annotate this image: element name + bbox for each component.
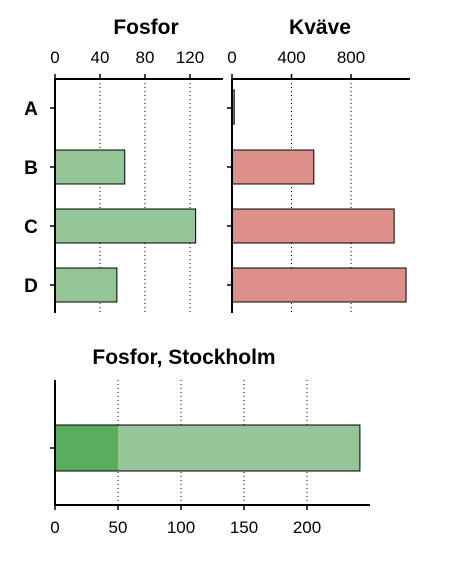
category-label-c: C	[24, 217, 38, 238]
stockholm-tick-label: 50	[109, 518, 128, 537]
kvave-tick-label: 400	[277, 48, 305, 67]
kvave-bar-b	[231, 149, 315, 185]
fosfor-tick-label: 0	[50, 48, 59, 67]
stockholm-bar-segment-1	[55, 425, 118, 471]
stockholm-bar-segment-2	[118, 425, 360, 471]
category-label-a: A	[24, 99, 38, 120]
fosfor-bar-b	[54, 149, 126, 185]
fosfor-tick-label: 120	[176, 48, 204, 67]
stockholm-tick-label: 150	[230, 518, 258, 537]
category-label-b: B	[24, 158, 38, 179]
fosfor-title: Fosfor	[113, 16, 178, 39]
fosfor-tick-label: 80	[136, 48, 155, 67]
fosfor-bar-d	[54, 267, 118, 303]
fosfor-bar-c	[54, 208, 197, 244]
kvave-tick-label: 0	[227, 48, 236, 67]
fosfor-tick-label: 40	[91, 48, 110, 67]
kvave-title: Kväve	[289, 16, 351, 39]
kvave-tick-label: 800	[337, 48, 365, 67]
stockholm-tick-label: 100	[167, 518, 195, 537]
category-label-d: D	[24, 276, 38, 297]
kvave-bar-c	[231, 208, 395, 244]
stockholm-tick-label: 200	[293, 518, 321, 537]
stockholm-tick-label: 0	[50, 518, 59, 537]
stockholm-title: Fosfor, Stockholm	[92, 346, 275, 369]
kvave-bar-d	[231, 267, 407, 303]
